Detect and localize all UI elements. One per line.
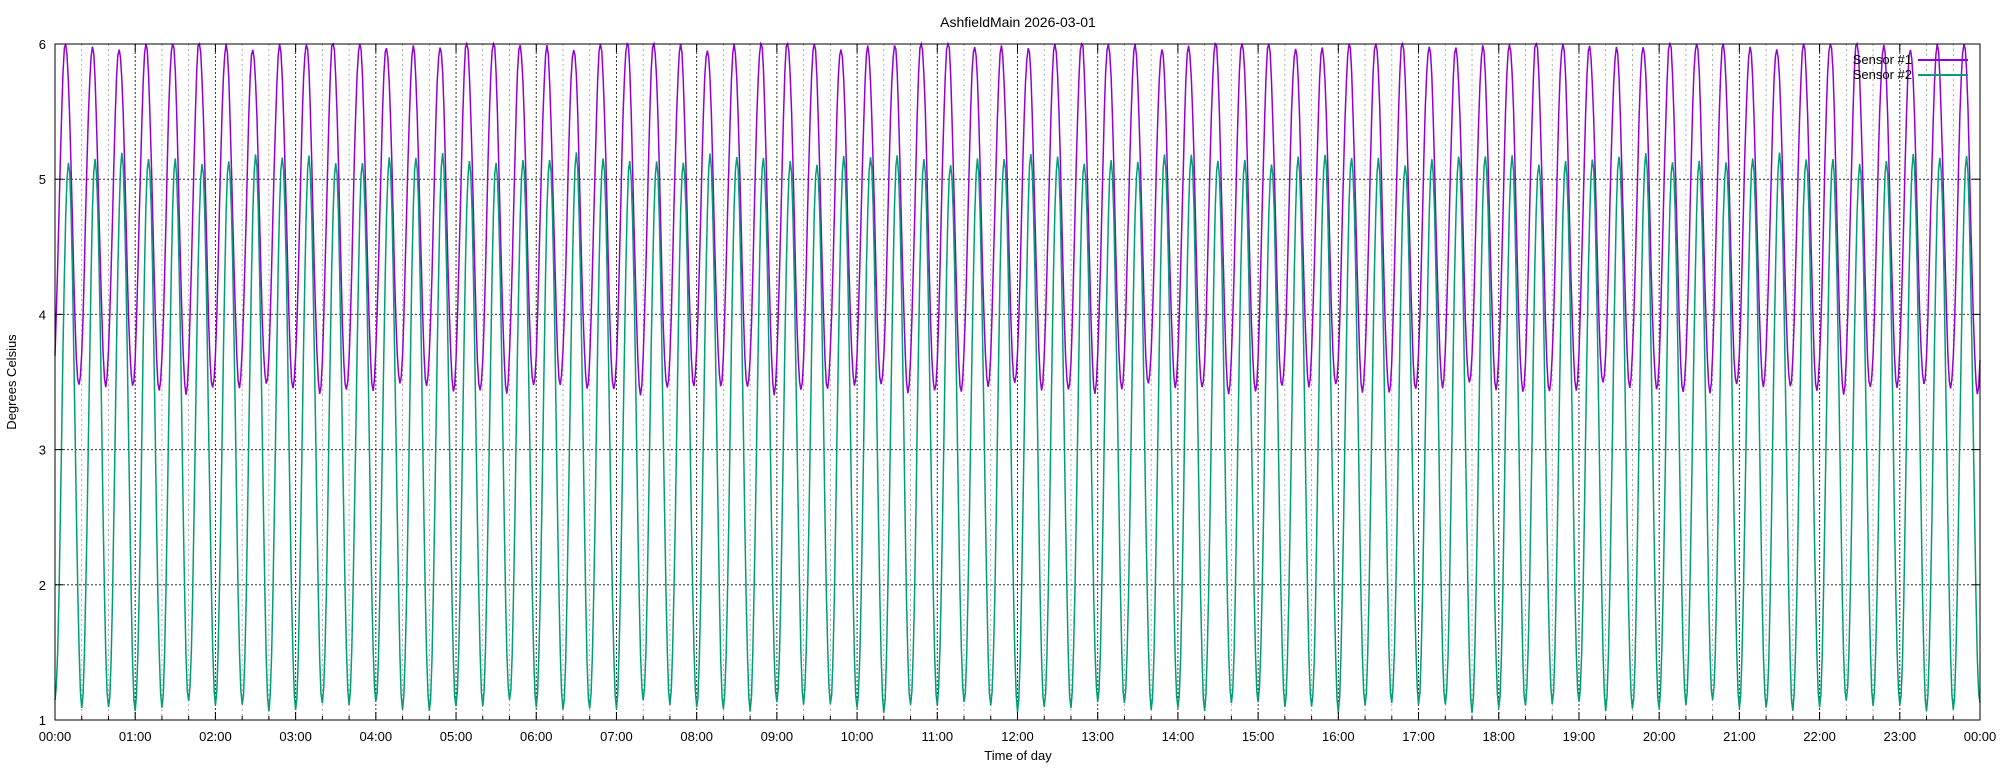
x-axis-ticks: 00:00 01:00 02:00 03:00 04:00 05:00 06:00 07:00… — [39, 44, 1997, 744]
series-line-1 — [54, 41, 1981, 396]
x-tick-label: 21:00 — [1723, 729, 1756, 744]
x-tick-label: 17:00 — [1402, 729, 1435, 744]
x-tick-label: 16:00 — [1322, 729, 1355, 744]
y-tick-label: 2 — [39, 578, 46, 593]
x-tick-label: 13:00 — [1081, 729, 1114, 744]
x-tick-label: 18:00 — [1482, 729, 1515, 744]
x-tick-label: 02:00 — [199, 729, 232, 744]
legend-label: Sensor #1 — [1853, 52, 1912, 67]
x-tick-label: 06:00 — [520, 729, 553, 744]
y-tick-label: 3 — [39, 443, 46, 458]
x-tick-label: 15:00 — [1242, 729, 1275, 744]
x-tick-label: 14:00 — [1162, 729, 1195, 744]
x-tick-label: 23:00 — [1884, 729, 1917, 744]
x-tick-label: 19:00 — [1563, 729, 1596, 744]
x-tick-label: 22:00 — [1803, 729, 1836, 744]
grid-lines — [55, 44, 1980, 720]
y-axis-ticks: 1 2 3 4 5 6 — [39, 37, 1980, 728]
x-tick-label: 11:00 — [922, 729, 954, 744]
x-tick-label: 09:00 — [761, 729, 794, 744]
x-tick-label: 12:00 — [1001, 729, 1034, 744]
x-tick-label: 07:00 — [600, 729, 633, 744]
x-tick-label: 08:00 — [680, 729, 713, 744]
legend-label: Sensor #2 — [1853, 67, 1912, 82]
y-tick-label: 5 — [39, 172, 46, 187]
x-tick-label: 03:00 — [279, 729, 312, 744]
x-tick-label: 00:00 — [1964, 729, 1997, 744]
y-tick-label: 1 — [39, 713, 46, 728]
y-tick-label: 6 — [39, 37, 46, 52]
x-axis-label: Time of day — [984, 748, 1052, 763]
x-tick-label: 01:00 — [119, 729, 152, 744]
y-axis-label: Degrees Celsius — [4, 334, 19, 430]
x-tick-label: 04:00 — [360, 729, 393, 744]
x-tick-label: 20:00 — [1643, 729, 1676, 744]
x-tick-label: 00:00 — [39, 729, 72, 744]
chart-title: AshfieldMain 2026-03-01 — [940, 14, 1096, 30]
x-tick-label: 05:00 — [440, 729, 473, 744]
y-tick-label: 4 — [39, 307, 46, 322]
x-tick-label: 10:00 — [841, 729, 874, 744]
